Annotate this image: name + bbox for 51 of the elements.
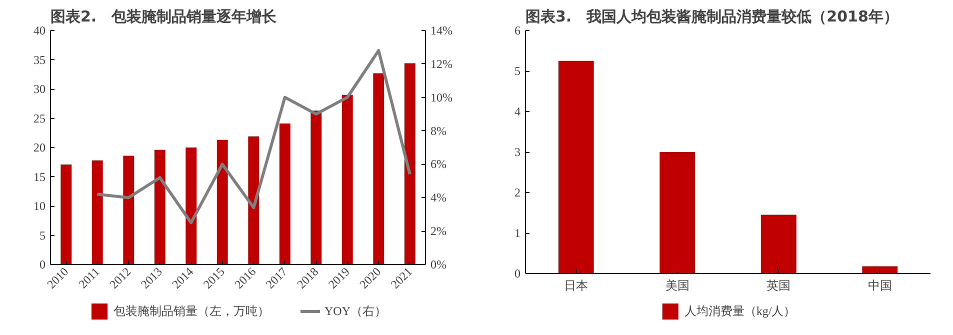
bar <box>60 164 72 264</box>
y2-tick-label: 2% <box>430 224 446 238</box>
y-tick-label: 2 <box>514 186 520 200</box>
y-tick-label: 5 <box>40 228 46 242</box>
bar <box>92 160 103 264</box>
y-tick-label: 0 <box>514 266 520 280</box>
x-tick-label: 美国 <box>665 278 690 292</box>
y-tick-label: 10 <box>34 199 46 213</box>
y-tick-label: 1 <box>514 226 520 240</box>
y-tick-label: 30 <box>34 82 46 96</box>
y-tick-label: 20 <box>34 140 46 154</box>
y-tick-label: 5 <box>514 64 520 78</box>
line-series <box>96 49 412 224</box>
y2-tick-label: 12% <box>430 56 452 71</box>
y2-tick-label: 10% <box>430 90 452 104</box>
bar <box>862 266 898 274</box>
bar <box>342 94 353 264</box>
y-tick-label: 40 <box>34 24 46 38</box>
y2-tick-label: 14% <box>430 24 452 38</box>
y2-tick-label: 6% <box>430 157 446 172</box>
y2-tick-label: 8% <box>430 124 446 138</box>
bar <box>248 136 260 264</box>
y2-tick-label: 4% <box>430 190 446 205</box>
bar <box>279 124 290 264</box>
y-tick-label: 6 <box>514 24 520 38</box>
x-tick-label: 2011 <box>76 264 102 292</box>
bar <box>558 60 594 274</box>
bar <box>373 73 384 264</box>
y-tick-label: 35 <box>34 52 46 67</box>
bar <box>404 63 416 264</box>
bar <box>310 110 322 264</box>
chart-title: 图表3. 我国人均包装酱腌制品消费量较低（2018年） <box>526 8 898 26</box>
legend-label: 包装腌制品销量（左，万吨） <box>114 302 270 320</box>
x-tick-label: 英国 <box>766 278 791 292</box>
x-tick-label: 日本 <box>564 278 588 292</box>
legend-label: YOY（右） <box>324 302 386 320</box>
y2-tick-label: 0% <box>430 258 446 272</box>
bar <box>186 148 197 264</box>
y-tick-label: 15 <box>34 170 46 184</box>
y-tick-label: 4 <box>514 104 520 118</box>
bar <box>216 140 228 264</box>
legend-label: 人均消费量（kg/人） <box>684 302 796 320</box>
bar <box>123 156 134 264</box>
y-tick-label: 25 <box>34 111 46 126</box>
chart-title: 图表2. 包装腌制品销量逐年增长 <box>50 8 278 26</box>
bar <box>154 150 166 264</box>
bar <box>660 152 696 274</box>
x-tick-label: 中国 <box>868 278 892 292</box>
bar <box>760 214 796 274</box>
y-tick-label: 0 <box>40 258 46 272</box>
y-tick-label: 3 <box>514 145 520 159</box>
